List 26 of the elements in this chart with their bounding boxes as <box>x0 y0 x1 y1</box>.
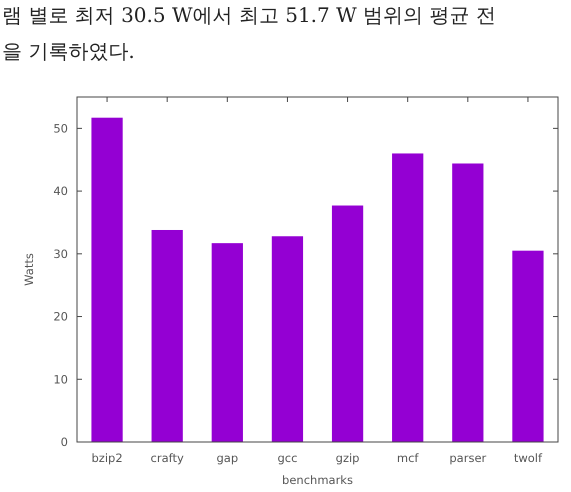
x-tick-label: twolf <box>514 451 543 465</box>
y-tick-label: 50 <box>53 121 68 136</box>
y-tick-label: 40 <box>53 184 68 198</box>
y-tick-label: 0 <box>60 435 68 449</box>
x-tick-label: gcc <box>277 451 298 465</box>
bar <box>392 153 424 442</box>
bar <box>212 243 243 442</box>
bar <box>512 250 544 442</box>
bar <box>332 206 364 442</box>
y-tick-label: 30 <box>53 246 68 261</box>
x-tick-label: parser <box>449 451 487 465</box>
bar <box>152 230 183 442</box>
x-tick-label: crafty <box>150 451 184 465</box>
y-tick-label: 20 <box>53 310 68 324</box>
y-tick-label: 10 <box>53 372 68 386</box>
x-tick-label: mcf <box>396 451 420 465</box>
x-tick-label: gap <box>216 451 238 465</box>
text: 을 기록하였다. <box>2 39 135 63</box>
bar <box>452 163 484 442</box>
text: 램 별로 최저 30.5 W에서 최고 51.7 W 범위의 평균 전 <box>2 3 496 27</box>
x-tick-label: gzip <box>336 451 360 465</box>
bar <box>272 236 304 442</box>
x-axis-title: benchmarks <box>282 473 353 487</box>
x-tick-label: bzip2 <box>91 451 123 465</box>
bar <box>91 118 123 442</box>
y-axis-title: Watts <box>22 253 36 286</box>
